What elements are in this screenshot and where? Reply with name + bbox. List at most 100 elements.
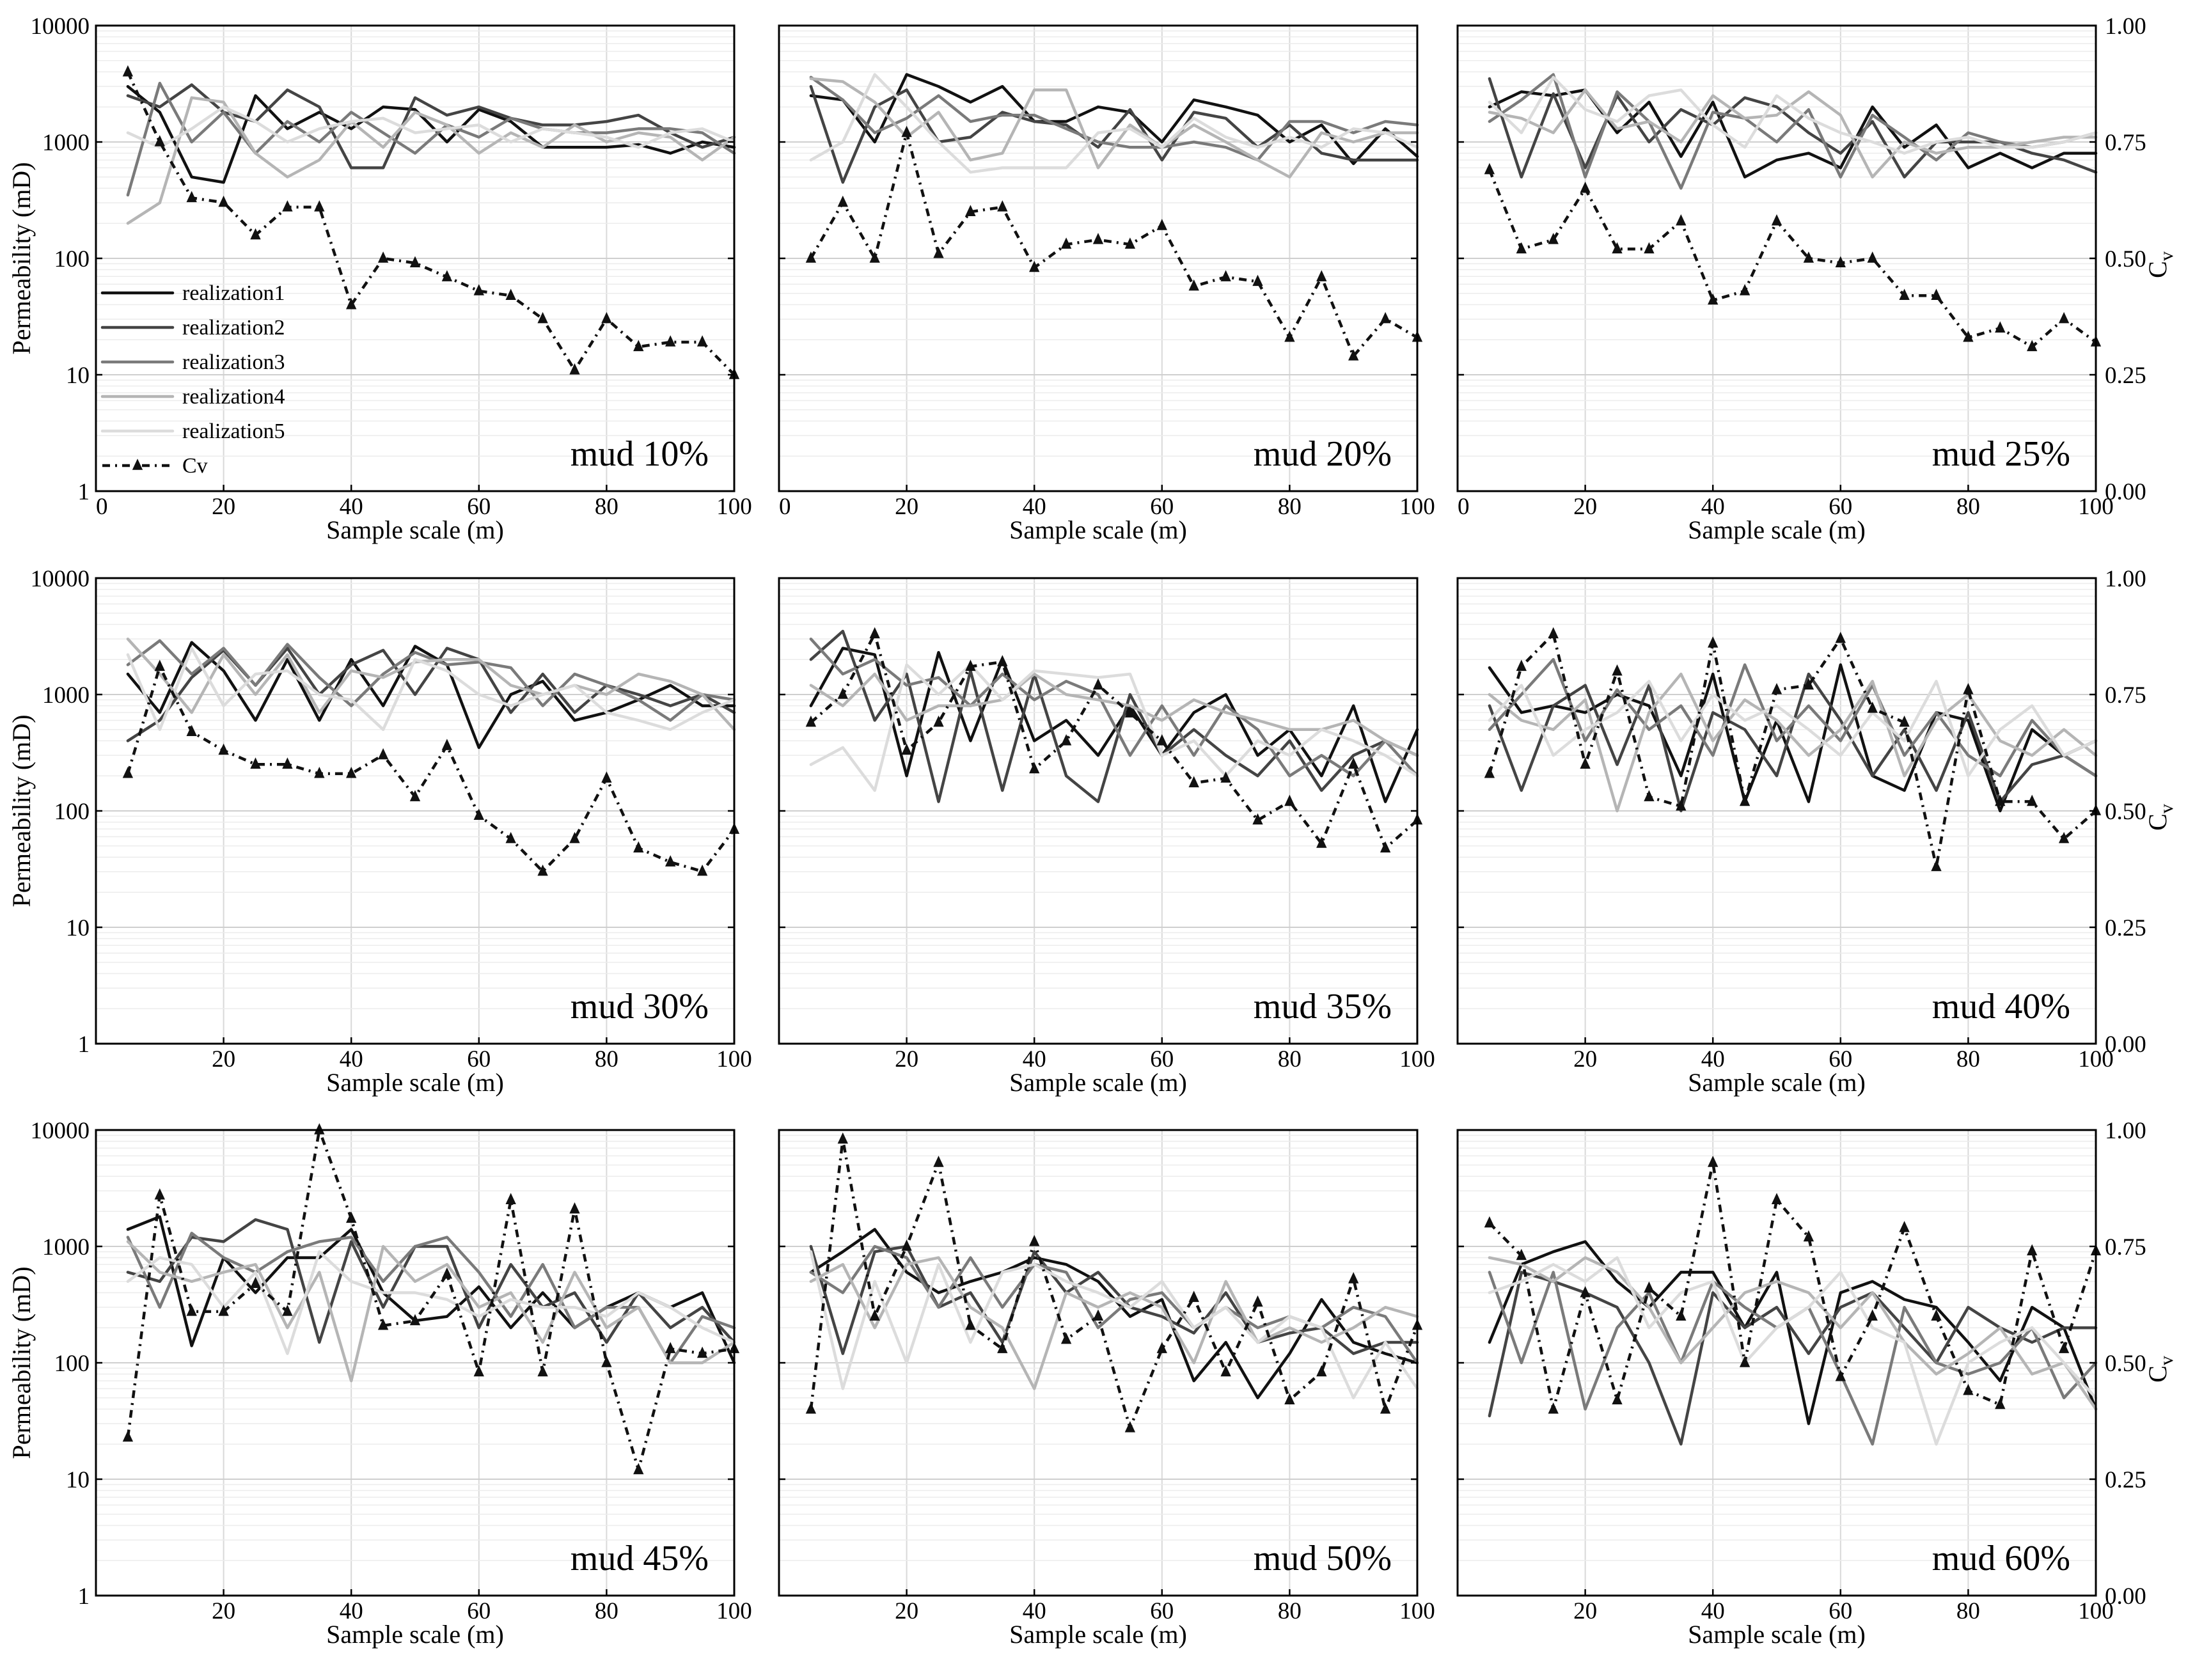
cv-point [665, 1342, 676, 1353]
cv-point [997, 655, 1008, 666]
cv-point [1644, 1281, 1655, 1293]
cv-point [837, 195, 848, 207]
cv-point [1867, 1309, 1878, 1321]
panel-30: 20 40 60 80 100 Sample scale (m) 1 10 100 1000 100… [7, 566, 752, 1097]
cv-point [1284, 1393, 1295, 1404]
panel-label: mud 25% [1932, 434, 2070, 474]
x-tick-label: 40 [1023, 1046, 1046, 1072]
x-axis-label: Sample scale (m) [1009, 1620, 1187, 1649]
x-tick-label: 100 [716, 1598, 752, 1624]
cv-point [218, 743, 229, 755]
cv-point [805, 1402, 817, 1414]
panel-label: mud 10% [570, 434, 709, 474]
x-tick-label: 20 [1573, 1046, 1597, 1072]
cv-axis-label-main: C [2143, 261, 2172, 278]
cv-point [901, 125, 912, 137]
cv-point [1188, 1291, 1199, 1302]
x-tick-label: 0 [779, 494, 791, 520]
x-tick-label: 80 [595, 494, 618, 520]
realization3-line [126, 81, 736, 197]
y-tick-label: 10000 [31, 1118, 90, 1144]
cv-point [805, 715, 817, 727]
cv-point [2027, 794, 2038, 806]
realization2-line [1488, 1271, 2098, 1446]
cv-point [1612, 1393, 1623, 1404]
realization4-line [1488, 1256, 2098, 1411]
cv-point [665, 335, 676, 347]
cv-axis-label-main: C [2143, 1365, 2172, 1383]
y-tick-label: 10 [66, 1467, 90, 1493]
cv-point [601, 311, 612, 324]
cv-point [1644, 790, 1655, 801]
x-tick-label: 100 [1399, 1046, 1435, 1072]
cv-point [346, 1211, 357, 1223]
cv-point [601, 1356, 612, 1367]
cv-axis-label-sub: v [2156, 804, 2177, 813]
x-tick-label: 100 [1399, 1598, 1435, 1624]
y-tick-label: 10 [66, 363, 90, 389]
x-tick-label: 0 [1458, 494, 1470, 520]
realization3-line [1488, 657, 2098, 778]
cv-point [805, 251, 817, 263]
cv-point [2027, 1244, 2038, 1256]
x-tick-label: 60 [1829, 1598, 1852, 1624]
cv-point [1803, 678, 1814, 690]
cv-point [250, 1276, 261, 1288]
x-tick-label: 80 [1278, 494, 1302, 520]
cv-point [1188, 776, 1199, 788]
x-tick-label: 40 [340, 1598, 363, 1624]
realization2-line [809, 84, 1419, 184]
realization3-line [126, 1232, 736, 1365]
x-tick-label: 40 [1023, 494, 1046, 520]
cv-axis-label: Cv [2143, 804, 2177, 831]
cv-point [1380, 311, 1391, 324]
cv-point [154, 659, 165, 671]
cv-point [282, 200, 293, 212]
cv-point [1676, 799, 1687, 811]
cv-point [1708, 1156, 1719, 1167]
cv-point [1548, 233, 1559, 244]
realization5-line [126, 105, 736, 149]
x-tick-label: 100 [1399, 494, 1435, 520]
cv-point [1931, 1309, 1942, 1321]
cv-point [1708, 636, 1719, 648]
cv-point [837, 1132, 848, 1144]
panel-20: 0 20 40 60 80 100 Sample scale (m) mud 20% [778, 24, 1435, 544]
x-tick-label: 100 [2078, 494, 2114, 520]
cv-point [537, 864, 548, 876]
cv-point [1220, 771, 1231, 783]
cv-point [1156, 734, 1167, 746]
cv-tick-label: 0.50 [2105, 246, 2146, 272]
cv-point [933, 246, 944, 258]
cv-axis-label: Cv [2143, 251, 2177, 278]
realization3-line [809, 637, 1419, 778]
x-tick-label: 20 [212, 1046, 235, 1072]
x-tick-label: 0 [96, 494, 108, 520]
cv-point [186, 191, 197, 203]
cv-point [837, 687, 848, 699]
cv-point [377, 1318, 389, 1330]
cv-point [1963, 330, 1974, 342]
cv-point [1516, 1248, 1527, 1260]
cv-point [346, 298, 357, 310]
cv-point [1899, 715, 1910, 727]
realization1-line [1488, 663, 2098, 813]
realization5-line [809, 663, 1419, 792]
x-axis-label: Sample scale (m) [326, 1068, 504, 1097]
cv-point [1060, 237, 1072, 249]
cv-point [409, 256, 421, 268]
y-tick-label: 100 [54, 1351, 90, 1377]
realization4-line [809, 672, 1419, 757]
cv-tick-label: 0.00 [2105, 1583, 2146, 1610]
panel-label: mud 35% [1254, 987, 1392, 1026]
cv-point [1995, 321, 2006, 333]
y-tick-label: 100 [54, 799, 90, 825]
x-tick-label: 40 [1701, 1598, 1725, 1624]
cv-point [1029, 1234, 1040, 1246]
x-axis-label: Sample scale (m) [326, 515, 504, 544]
x-tick-label: 20 [895, 1046, 918, 1072]
realization5-line [1488, 680, 2098, 778]
cv-axis-label-sub: v [2156, 251, 2177, 261]
panel-label: mud 20% [1254, 434, 1392, 474]
x-axis-label: Sample scale (m) [1688, 1620, 1866, 1649]
